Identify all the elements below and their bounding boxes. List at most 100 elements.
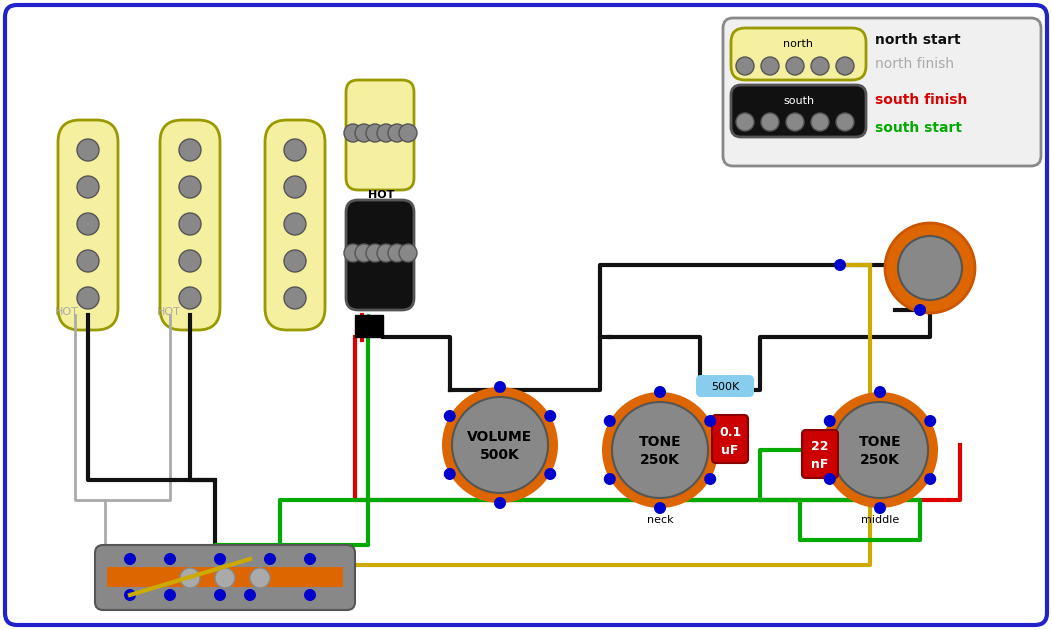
Circle shape <box>654 502 666 514</box>
Circle shape <box>214 589 226 601</box>
Circle shape <box>399 244 417 262</box>
FancyBboxPatch shape <box>58 120 118 330</box>
Circle shape <box>124 553 136 565</box>
Circle shape <box>786 113 804 131</box>
Text: uF: uF <box>722 444 739 457</box>
Circle shape <box>284 176 306 198</box>
Circle shape <box>164 589 176 601</box>
Circle shape <box>180 568 200 588</box>
FancyBboxPatch shape <box>723 18 1041 166</box>
Circle shape <box>836 113 854 131</box>
Circle shape <box>344 244 362 262</box>
Circle shape <box>736 57 754 75</box>
Circle shape <box>284 250 306 272</box>
Circle shape <box>179 287 201 309</box>
Circle shape <box>654 386 666 398</box>
Circle shape <box>244 589 256 601</box>
Circle shape <box>399 124 417 142</box>
Circle shape <box>214 553 226 565</box>
Text: TONE: TONE <box>639 435 682 449</box>
Circle shape <box>704 473 716 485</box>
Circle shape <box>355 244 373 262</box>
Text: TONE: TONE <box>858 435 902 449</box>
Text: 250K: 250K <box>640 453 680 467</box>
Circle shape <box>250 568 270 588</box>
Circle shape <box>602 392 719 508</box>
Text: VOLUME: VOLUME <box>467 430 532 444</box>
Circle shape <box>284 139 306 161</box>
Text: HOT: HOT <box>157 307 181 317</box>
Circle shape <box>77 176 99 198</box>
Circle shape <box>736 113 754 131</box>
Text: HOT: HOT <box>368 190 394 200</box>
Circle shape <box>77 213 99 235</box>
Text: HOT: HOT <box>55 307 79 317</box>
FancyBboxPatch shape <box>346 200 414 310</box>
FancyBboxPatch shape <box>346 80 414 190</box>
Circle shape <box>874 502 886 514</box>
FancyBboxPatch shape <box>696 375 754 397</box>
Text: south finish: south finish <box>875 93 968 107</box>
Circle shape <box>344 124 362 142</box>
Circle shape <box>179 139 201 161</box>
Circle shape <box>388 124 406 142</box>
Circle shape <box>811 57 829 75</box>
Circle shape <box>284 287 306 309</box>
Circle shape <box>832 402 928 498</box>
Text: 250K: 250K <box>861 453 899 467</box>
Circle shape <box>164 553 176 565</box>
FancyBboxPatch shape <box>731 85 866 137</box>
Circle shape <box>811 113 829 131</box>
Circle shape <box>77 250 99 272</box>
Text: middle: middle <box>861 515 899 525</box>
Circle shape <box>388 244 406 262</box>
Circle shape <box>377 124 394 142</box>
Circle shape <box>604 415 615 427</box>
Circle shape <box>914 304 926 316</box>
Circle shape <box>366 244 384 262</box>
Circle shape <box>444 468 456 480</box>
Text: 500K: 500K <box>711 382 740 392</box>
Circle shape <box>179 176 201 198</box>
Text: south start: south start <box>875 121 962 135</box>
FancyBboxPatch shape <box>265 120 325 330</box>
Circle shape <box>179 213 201 235</box>
Circle shape <box>885 223 975 313</box>
Circle shape <box>304 553 316 565</box>
Circle shape <box>124 589 136 601</box>
Text: north start: north start <box>875 33 960 47</box>
Circle shape <box>494 381 506 393</box>
Bar <box>107 567 343 587</box>
Circle shape <box>925 473 936 485</box>
FancyBboxPatch shape <box>160 120 220 330</box>
Circle shape <box>925 415 936 427</box>
Circle shape <box>179 250 201 272</box>
Circle shape <box>377 244 394 262</box>
Circle shape <box>612 402 708 498</box>
Circle shape <box>77 287 99 309</box>
Circle shape <box>77 139 99 161</box>
FancyBboxPatch shape <box>712 415 748 463</box>
Circle shape <box>494 497 506 509</box>
Circle shape <box>761 113 778 131</box>
Circle shape <box>824 473 835 485</box>
Text: 0.1: 0.1 <box>719 425 741 438</box>
FancyBboxPatch shape <box>802 430 838 478</box>
Circle shape <box>834 259 846 271</box>
Circle shape <box>704 415 716 427</box>
Circle shape <box>442 387 558 503</box>
Text: 22: 22 <box>811 440 829 454</box>
Circle shape <box>355 124 373 142</box>
Circle shape <box>898 236 962 300</box>
Circle shape <box>786 57 804 75</box>
FancyBboxPatch shape <box>5 5 1047 625</box>
Text: north finish: north finish <box>875 57 954 71</box>
Circle shape <box>544 468 557 480</box>
Circle shape <box>604 473 615 485</box>
Circle shape <box>215 568 235 588</box>
Circle shape <box>366 124 384 142</box>
Circle shape <box>824 415 835 427</box>
Circle shape <box>836 57 854 75</box>
Circle shape <box>544 410 557 422</box>
Text: neck: neck <box>647 515 673 525</box>
